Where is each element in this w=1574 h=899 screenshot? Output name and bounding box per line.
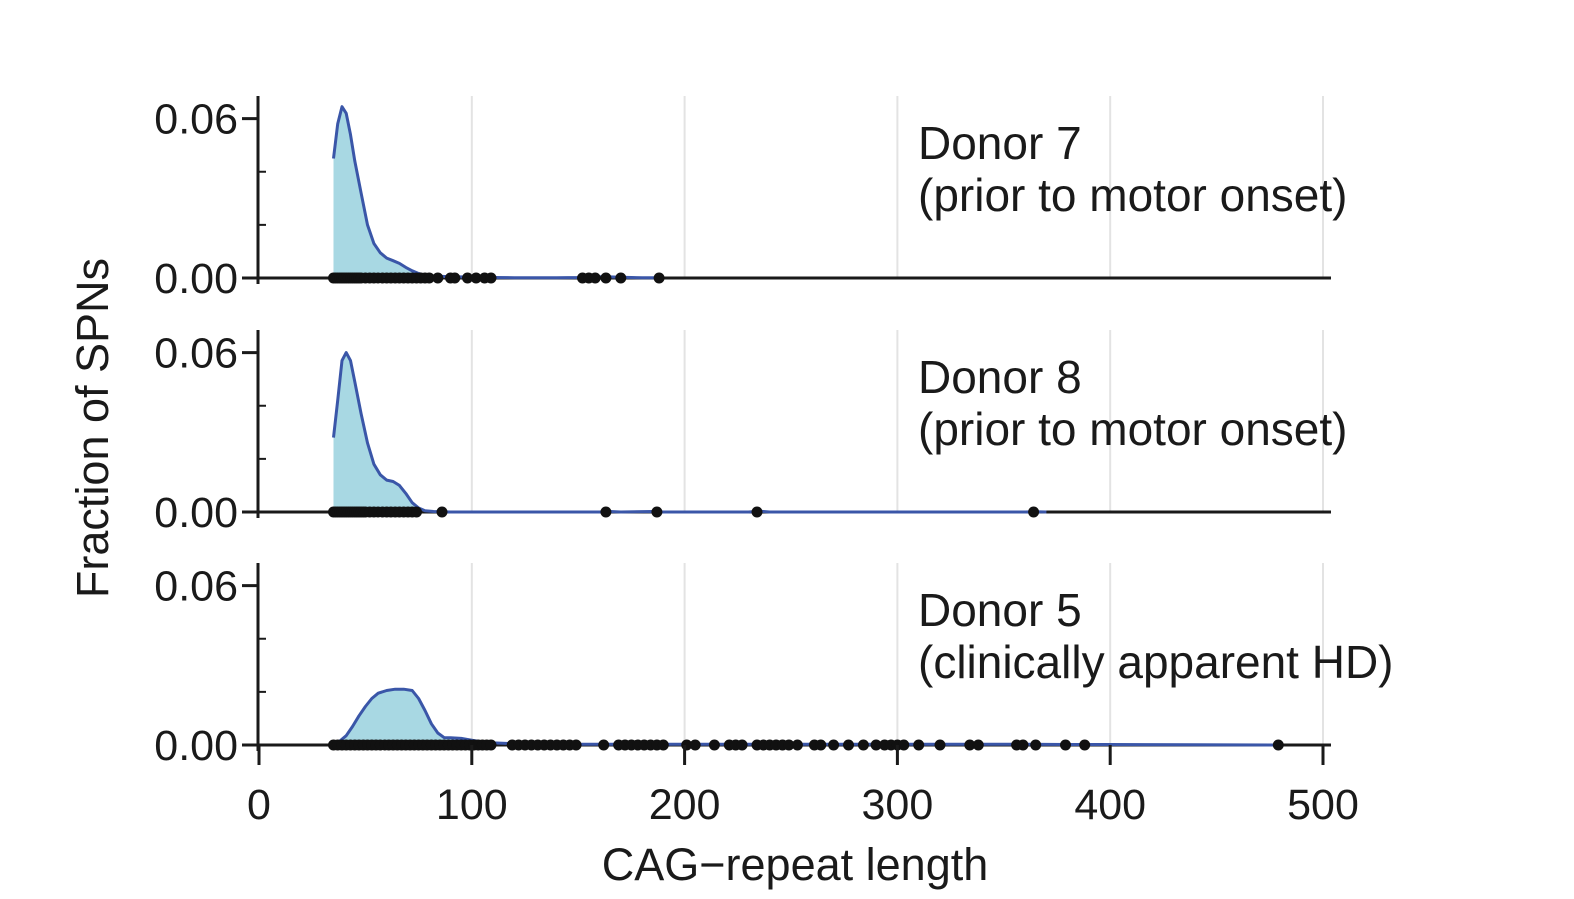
- data-point-panel-1-39: [589, 272, 601, 284]
- y-tick-label-panel-2-1: 0.06: [154, 330, 238, 378]
- density-curve-panel-1: [332, 105, 664, 280]
- data-point-panel-3-81: [913, 739, 925, 751]
- data-point-panel-3-87: [1030, 739, 1042, 751]
- data-point-panel-2-31: [751, 506, 763, 518]
- data-point-panel-2-28: [436, 506, 448, 518]
- data-point-panel-1-42: [653, 272, 665, 284]
- data-point-panel-3-74: [843, 739, 854, 751]
- y-tick-label-panel-3-1: 0.06: [154, 563, 238, 611]
- plot-area: 0.000.06 Donor 7(prior to motor onset)0.0…: [154, 96, 1393, 829]
- y-tick-label-panel-3-0: 0.00: [154, 722, 238, 770]
- density-fill-panel-2: [333, 352, 1047, 512]
- data-point-panel-3-72: [815, 739, 827, 751]
- y-tick-label-panel-1-1: 0.06: [154, 96, 238, 144]
- density-curve-panel-3: [332, 687, 1281, 747]
- data-point-panel-3-63: [736, 739, 748, 751]
- data-point-panel-3-48: [570, 739, 582, 751]
- data-point-panel-1-40: [600, 272, 612, 284]
- data-point-panel-1-30: [432, 272, 444, 284]
- data-point-panel-3-60: [708, 739, 720, 751]
- data-point-panel-3-89: [1079, 739, 1091, 751]
- data-point-panel-3-82: [934, 739, 946, 751]
- donor-label-line2-panel-2: (prior to motor onset): [918, 403, 1347, 455]
- data-point-panel-1-33: [462, 272, 473, 284]
- data-point-panel-3-57: [657, 739, 669, 751]
- data-point-panel-1-34: [470, 272, 482, 284]
- density-fill-panel-1: [333, 106, 664, 278]
- data-point-panel-3-70: [791, 739, 803, 751]
- data-point-panel-3-69: [783, 739, 795, 751]
- data-point-panel-3-86: [1017, 739, 1029, 751]
- x-tick-label-200: 200: [649, 781, 721, 829]
- data-point-panel-3-90: [1272, 739, 1284, 751]
- data-point-panel-1-29: [423, 272, 435, 284]
- y-tick-label-panel-1-0: 0.00: [154, 255, 238, 303]
- data-point-panel-3-88: [1060, 739, 1071, 751]
- data-point-panel-2-29: [600, 506, 612, 518]
- donor-label-line1-panel-2: Donor 8: [918, 351, 1082, 403]
- donor-label-line1-panel-1: Donor 7: [918, 117, 1082, 169]
- data-point-panel-3-76: [870, 739, 882, 751]
- data-point-panel-2-27: [411, 506, 422, 518]
- x-tick-label-400: 400: [1074, 781, 1146, 829]
- data-point-panel-3-75: [857, 739, 869, 751]
- data-point-panel-3-84: [972, 739, 984, 751]
- x-tick-label-500: 500: [1287, 781, 1359, 829]
- y-axis-title: Fraction of SPNs: [67, 258, 118, 598]
- donor-label-line2-panel-3: (clinically apparent HD): [918, 636, 1394, 688]
- data-point-panel-3-49: [598, 739, 610, 751]
- donor-label-line1-panel-3: Donor 5: [918, 584, 1082, 636]
- data-point-panel-3-59: [689, 739, 701, 751]
- data-point-panel-3-83: [964, 739, 976, 751]
- data-point-panel-2-32: [1028, 506, 1040, 518]
- data-point-panel-1-36: [485, 272, 497, 284]
- data-point-panel-1-32: [449, 272, 461, 284]
- x-tick-label-100: 100: [436, 781, 508, 829]
- y-tick-label-panel-2-0: 0.00: [154, 489, 238, 537]
- x-tick-label-300: 300: [862, 781, 934, 829]
- data-point-panel-3-37: [485, 739, 497, 751]
- x-axis-title: CAG−repeat length: [602, 839, 989, 890]
- data-point-panel-1-41: [615, 272, 627, 284]
- donor-label-line2-panel-1: (prior to motor onset): [918, 169, 1347, 221]
- x-tick-label-0: 0: [247, 781, 271, 829]
- data-point-panel-2-30: [651, 506, 663, 518]
- data-point-panel-3-80: [898, 739, 910, 751]
- density-fill-panel-3: [333, 689, 1281, 745]
- data-point-panel-3-73: [828, 739, 840, 751]
